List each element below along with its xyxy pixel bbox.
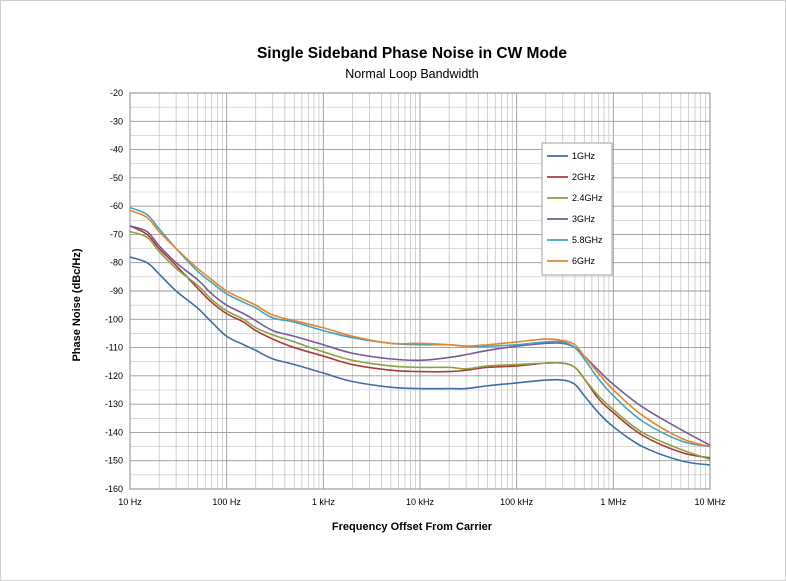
x-tick-label: 1 kHz xyxy=(312,497,336,507)
x-tick-label: 10 MHz xyxy=(694,497,726,507)
y-tick-label: -70 xyxy=(110,229,123,239)
series-line-1ghz xyxy=(129,256,711,466)
series-line-3ghz xyxy=(129,225,711,446)
y-tick-label: -40 xyxy=(110,145,123,155)
x-tick-label: 100 kHz xyxy=(500,497,534,507)
legend-label: 6GHz xyxy=(572,256,596,266)
x-axis-ticks: 10 Hz 100 Hz 1 kHz 10 kHz 100 kHz 1 MHz 10 MHz xyxy=(118,497,726,507)
series-line-6ghz xyxy=(129,209,711,448)
x-tick-label: 100 Hz xyxy=(212,497,241,507)
y-tick-label: -50 xyxy=(110,173,123,183)
y-tick-label: -140 xyxy=(105,427,123,437)
series-line-2-4ghz xyxy=(129,230,711,461)
y-tick-label: -90 xyxy=(110,286,123,296)
y-tick-label: -80 xyxy=(110,258,123,268)
legend-label: 5.8GHz xyxy=(572,235,603,245)
y-tick-label: -60 xyxy=(110,201,123,211)
x-axis-label: Frequency Offset From Carrier xyxy=(332,521,493,533)
legend-label: 3GHz xyxy=(572,214,596,224)
y-axis-label: Phase Noise (dBc/Hz) xyxy=(71,248,83,361)
series-line-2ghz xyxy=(129,225,711,459)
y-tick-label: -100 xyxy=(105,314,123,324)
x-tick-label: 10 Hz xyxy=(118,497,142,507)
legend-label: 2GHz xyxy=(572,172,596,182)
x-tick-label: 10 kHz xyxy=(406,497,435,507)
grid-lines xyxy=(129,92,710,490)
series-lines xyxy=(129,206,711,466)
plot-area xyxy=(129,92,711,490)
x-tick-label: 1 MHz xyxy=(600,497,627,507)
chart-title: Single Sideband Phase Noise in CW Mode xyxy=(257,45,567,62)
y-tick-label: -130 xyxy=(105,399,123,409)
y-tick-label: -110 xyxy=(106,343,123,353)
y-tick-label: -160 xyxy=(105,484,123,494)
y-tick-label: -150 xyxy=(105,456,123,466)
y-tick-label: -30 xyxy=(110,116,123,126)
y-tick-label: -120 xyxy=(105,371,123,381)
legend-label: 1GHz xyxy=(572,151,596,161)
chart-subtitle: Normal Loop Bandwidth xyxy=(345,67,478,81)
y-tick-label: -20 xyxy=(110,88,123,98)
legend: 1GHz 2GHz 2.4GHz 3GHz 5.8GHz 6GHz xyxy=(541,142,613,276)
legend-label: 2.4GHz xyxy=(572,193,603,203)
y-axis-ticks: -20 -30 -40 -50 -60 -70 -80 -90 -100 -110 -120 -130… xyxy=(105,88,123,494)
legend-box xyxy=(541,142,613,276)
